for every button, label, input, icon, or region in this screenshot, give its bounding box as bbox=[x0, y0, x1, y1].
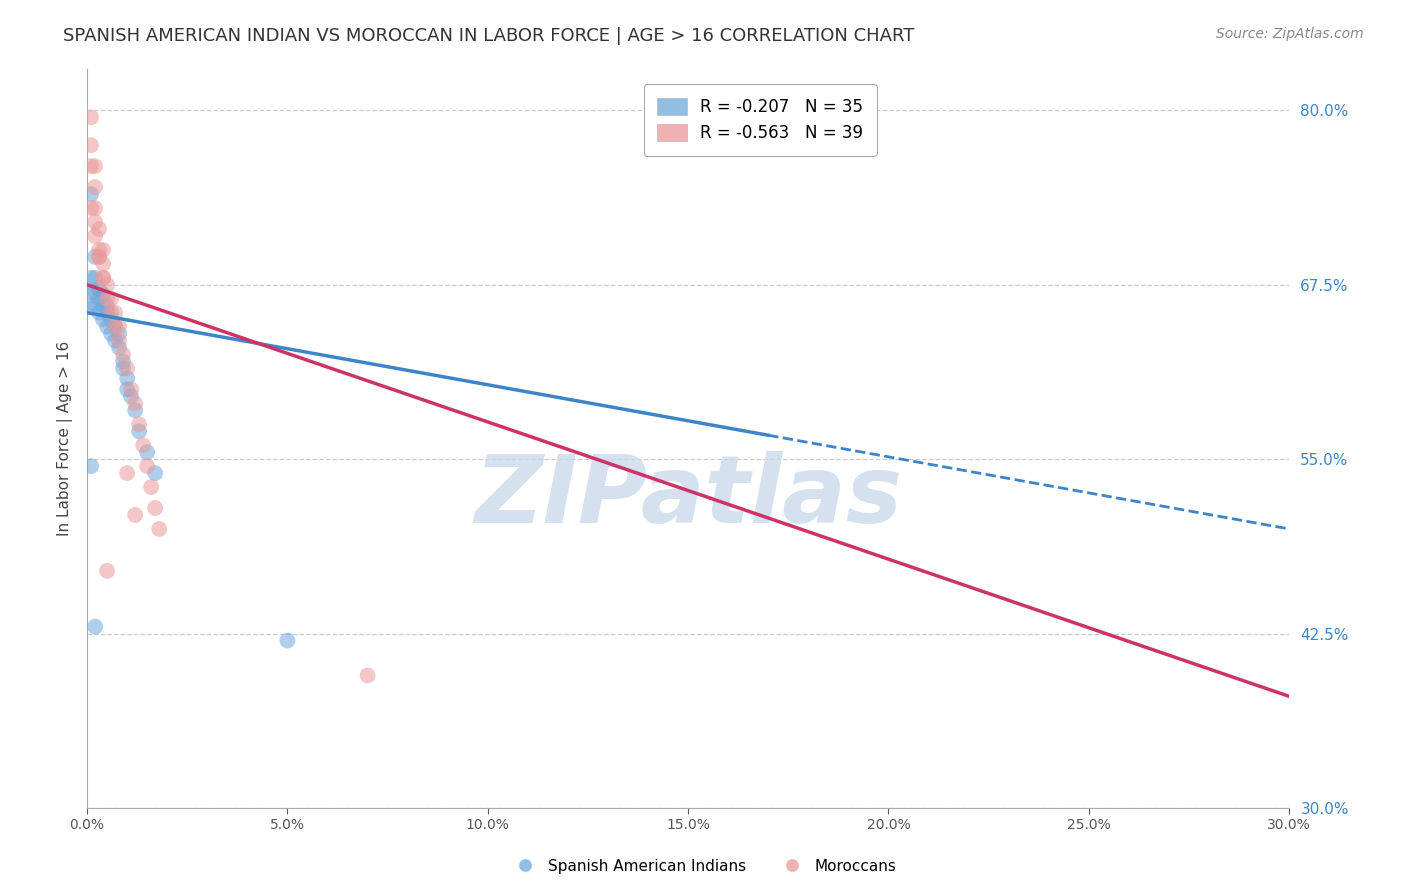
Point bbox=[148, 522, 170, 536]
Point bbox=[96, 319, 118, 334]
Point bbox=[112, 347, 135, 361]
Point bbox=[80, 159, 103, 173]
Point bbox=[80, 201, 103, 215]
Point bbox=[84, 299, 107, 313]
Point bbox=[84, 159, 107, 173]
Point bbox=[91, 243, 114, 257]
Point bbox=[115, 361, 138, 376]
Point bbox=[136, 445, 159, 459]
Point bbox=[141, 480, 163, 494]
Point bbox=[120, 383, 142, 397]
Point bbox=[80, 187, 103, 202]
Point bbox=[132, 438, 155, 452]
Point bbox=[84, 180, 107, 194]
Point bbox=[91, 287, 114, 301]
Point bbox=[100, 292, 122, 306]
Point bbox=[108, 319, 131, 334]
Point bbox=[143, 466, 166, 480]
Point bbox=[84, 285, 107, 299]
Point bbox=[112, 361, 135, 376]
Point bbox=[128, 424, 150, 438]
Point bbox=[84, 250, 107, 264]
Text: Source: ZipAtlas.com: Source: ZipAtlas.com bbox=[1216, 27, 1364, 41]
Point bbox=[136, 459, 159, 474]
Point bbox=[84, 619, 107, 633]
Point bbox=[87, 243, 110, 257]
Legend: R = -0.207   N = 35, R = -0.563   N = 39: R = -0.207 N = 35, R = -0.563 N = 39 bbox=[644, 84, 877, 155]
Point bbox=[104, 319, 127, 334]
Point bbox=[104, 319, 127, 334]
Point bbox=[104, 334, 127, 348]
Point bbox=[115, 371, 138, 385]
Legend: Spanish American Indians, Moroccans: Spanish American Indians, Moroccans bbox=[503, 853, 903, 880]
Point bbox=[96, 306, 118, 320]
Point bbox=[128, 417, 150, 432]
Point bbox=[80, 285, 103, 299]
Point bbox=[96, 564, 118, 578]
Point bbox=[124, 396, 146, 410]
Point bbox=[80, 459, 103, 474]
Point bbox=[80, 138, 103, 153]
Point bbox=[91, 299, 114, 313]
Point bbox=[104, 306, 127, 320]
Point bbox=[87, 292, 110, 306]
Point bbox=[91, 270, 114, 285]
Point bbox=[87, 282, 110, 296]
Point bbox=[80, 270, 103, 285]
Point bbox=[96, 292, 118, 306]
Point bbox=[80, 111, 103, 125]
Point bbox=[143, 501, 166, 516]
Point bbox=[100, 326, 122, 341]
Point bbox=[100, 312, 122, 326]
Point bbox=[80, 299, 103, 313]
Point bbox=[87, 306, 110, 320]
Point bbox=[91, 270, 114, 285]
Y-axis label: In Labor Force | Age > 16: In Labor Force | Age > 16 bbox=[58, 341, 73, 536]
Point bbox=[84, 201, 107, 215]
Point bbox=[91, 312, 114, 326]
Point bbox=[87, 250, 110, 264]
Point bbox=[112, 354, 135, 368]
Point bbox=[100, 306, 122, 320]
Point bbox=[124, 403, 146, 417]
Point bbox=[115, 383, 138, 397]
Point bbox=[84, 270, 107, 285]
Point bbox=[84, 215, 107, 229]
Point bbox=[276, 633, 298, 648]
Point bbox=[108, 326, 131, 341]
Point bbox=[91, 257, 114, 271]
Text: SPANISH AMERICAN INDIAN VS MOROCCAN IN LABOR FORCE | AGE > 16 CORRELATION CHART: SPANISH AMERICAN INDIAN VS MOROCCAN IN L… bbox=[63, 27, 915, 45]
Point bbox=[120, 389, 142, 403]
Point bbox=[356, 668, 378, 682]
Text: ZIPatlas: ZIPatlas bbox=[474, 451, 903, 543]
Point bbox=[108, 334, 131, 348]
Point bbox=[87, 250, 110, 264]
Point bbox=[124, 508, 146, 522]
Point bbox=[84, 229, 107, 244]
Point bbox=[96, 299, 118, 313]
Point bbox=[87, 222, 110, 236]
Point bbox=[108, 341, 131, 355]
Point bbox=[115, 466, 138, 480]
Point bbox=[96, 277, 118, 292]
